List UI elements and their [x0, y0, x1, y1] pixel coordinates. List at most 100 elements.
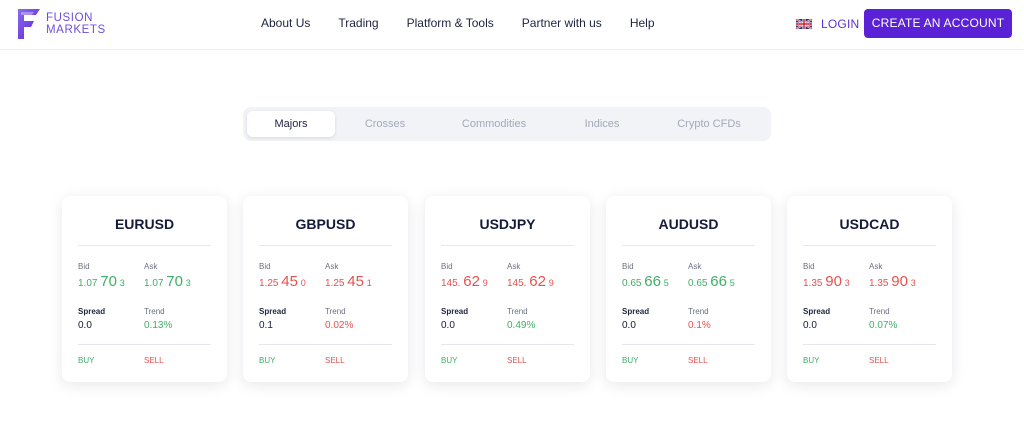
create-account-button[interactable]: CREATE AN ACCOUNT [864, 9, 1012, 38]
ask-label: Ask [507, 262, 521, 271]
nav-help[interactable]: Help [629, 16, 655, 30]
ask-price: 1.25 45 1 [325, 273, 372, 290]
trend-value: 0.07% [869, 320, 898, 331]
tab-commodities[interactable]: Commodities [461, 118, 527, 130]
divider [622, 245, 755, 246]
trend-label: Trend [688, 307, 709, 316]
ask-price-pips: 62 [529, 273, 546, 290]
trend-value: 0.13% [144, 320, 173, 331]
ask-price-prefix: 1.35 [869, 278, 889, 289]
pair-name: GBPUSD [295, 216, 356, 232]
buy-button[interactable]: BUY [622, 356, 639, 365]
bid-label: Bid [78, 262, 90, 271]
pair-name: EURUSD [114, 216, 175, 232]
ask-label: Ask [869, 262, 883, 271]
price-card-gbpusd: GBPUSD Bid Ask 1.25 45 0 1.25 45 1 Spread Tren… [243, 196, 408, 382]
trend-label: Trend [144, 307, 165, 316]
trend-value: 0.1% [688, 320, 711, 331]
bid-price-prefix: 1.07 [78, 278, 98, 289]
site-header: FUSION MARKETS About Us Trading Platform… [0, 0, 1024, 50]
spread-value: 0.0 [441, 320, 455, 331]
nav-trading[interactable]: Trading [338, 16, 379, 30]
ask-label: Ask [325, 262, 339, 271]
buy-button[interactable]: BUY [803, 356, 820, 365]
bid-price-pips: 70 [100, 273, 117, 290]
brand-logo[interactable]: FUSION MARKETS [16, 5, 106, 43]
bid-label: Bid [803, 262, 815, 271]
bid-price-pips: 66 [644, 273, 661, 290]
uk-flag-icon[interactable] [796, 19, 812, 29]
divider [441, 245, 574, 246]
spread-label: Spread [622, 307, 650, 316]
nav-platform-tools[interactable]: Platform & Tools [406, 16, 494, 30]
ask-price-pips: 70 [166, 273, 183, 290]
nav-partner-with-us[interactable]: Partner with us [521, 16, 602, 30]
divider [259, 245, 392, 246]
price-card-eurusd: EURUSD Bid Ask 1.07 70 3 1.07 70 3 Spread Tren… [62, 196, 227, 382]
bid-price-pips: 90 [825, 273, 842, 290]
brand-name: FUSION MARKETS [46, 12, 106, 36]
trend-label: Trend [869, 307, 890, 316]
trend-label: Trend [507, 307, 528, 316]
ask-price-fraction: 1 [366, 278, 372, 288]
divider [441, 344, 574, 345]
sell-button[interactable]: SELL [144, 356, 164, 365]
bid-price-fraction: 3 [844, 278, 850, 288]
sell-button[interactable]: SELL [869, 356, 889, 365]
buy-button[interactable]: BUY [259, 356, 276, 365]
bid-price: 1.35 90 3 [803, 273, 850, 290]
tab-crosses[interactable]: Crosses [364, 118, 406, 130]
pair-name: AUDUSD [658, 216, 719, 232]
ask-price-prefix: 1.25 [325, 278, 345, 289]
main-nav: About Us Trading Platform & Tools Partne… [261, 16, 683, 30]
sell-button[interactable]: SELL [688, 356, 708, 365]
bid-label: Bid [622, 262, 634, 271]
price-card-usdcad: USDCAD Bid Ask 1.35 90 3 1.35 90 3 Spread Tren… [787, 196, 952, 382]
divider [803, 245, 936, 246]
spread-value: 0.0 [78, 320, 92, 331]
trend-label: Trend [325, 307, 346, 316]
ask-price-prefix: 145. [507, 278, 527, 289]
spread-label: Spread [803, 307, 831, 316]
tab-indices[interactable]: Indices [584, 118, 620, 130]
buy-button[interactable]: BUY [78, 356, 95, 365]
bid-price-pips: 45 [281, 273, 298, 290]
ask-label: Ask [688, 262, 702, 271]
divider [259, 344, 392, 345]
bid-price-fraction: 9 [482, 278, 488, 288]
spread-value: 0.0 [803, 320, 817, 331]
bid-price-pips: 62 [463, 273, 480, 290]
sell-button[interactable]: SELL [507, 356, 527, 365]
bid-price: 145. 62 9 [441, 273, 488, 290]
ask-price-pips: 66 [710, 273, 727, 290]
bid-price: 1.25 45 0 [259, 273, 306, 290]
login-link[interactable]: LOGIN [821, 17, 860, 31]
ask-price: 1.07 70 3 [144, 273, 191, 290]
divider [803, 344, 936, 345]
ask-price-fraction: 5 [729, 278, 735, 288]
instrument-tabs: Majors Crosses Commodities Indices Crypt… [243, 107, 771, 141]
pair-name: USDJPY [479, 216, 536, 232]
brand-line-1: FUSION [46, 12, 94, 24]
spread-label: Spread [259, 307, 287, 316]
sell-button[interactable]: SELL [325, 356, 345, 365]
ask-price-prefix: 0.65 [688, 278, 708, 289]
bid-price-fraction: 3 [119, 278, 125, 288]
nav-about-us[interactable]: About Us [261, 16, 311, 30]
bid-price-prefix: 0.65 [622, 278, 642, 289]
brand-line-2: MARKETS [46, 24, 106, 36]
bid-price-fraction: 0 [300, 278, 306, 288]
tab-majors[interactable]: Majors [247, 111, 335, 137]
divider [622, 344, 755, 345]
divider [78, 245, 211, 246]
trend-value: 0.02% [325, 320, 354, 331]
ask-price-fraction: 3 [185, 278, 191, 288]
tab-crypto-cfds[interactable]: Crypto CFDs [677, 118, 741, 130]
ask-price-pips: 90 [891, 273, 908, 290]
bid-price: 1.07 70 3 [78, 273, 125, 290]
ask-price: 1.35 90 3 [869, 273, 916, 290]
ask-price-fraction: 9 [548, 278, 554, 288]
bid-label: Bid [259, 262, 271, 271]
buy-button[interactable]: BUY [441, 356, 458, 365]
spread-value: 0.1 [259, 320, 273, 331]
